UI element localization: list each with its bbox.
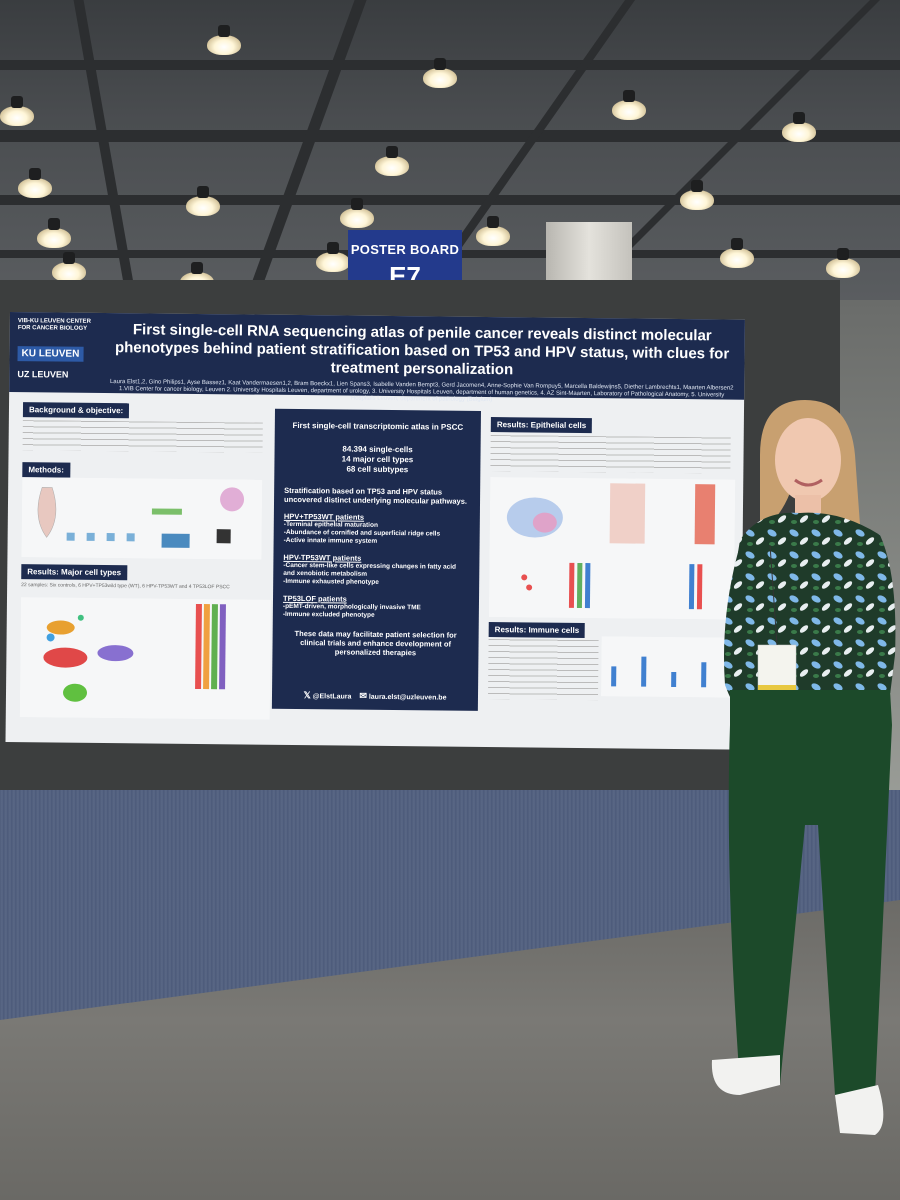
ceiling-lamp-icon bbox=[782, 112, 816, 142]
background-text bbox=[22, 420, 263, 453]
ceiling-beam bbox=[0, 195, 900, 205]
contact-line: 𝕏 @ElstLaura ✉ laura.elst@uzleuven.be bbox=[272, 690, 478, 703]
umap-figure bbox=[19, 597, 272, 720]
presenter bbox=[711, 400, 896, 1135]
ceiling-lamp-icon bbox=[207, 25, 241, 55]
section-major-cell-types: Results: Major cell types bbox=[21, 564, 128, 581]
methods-figure bbox=[21, 477, 263, 560]
ceiling-lamp-icon bbox=[680, 180, 714, 210]
poster-footer bbox=[6, 732, 741, 740]
epithelial-text bbox=[490, 435, 731, 474]
immune-text bbox=[487, 639, 599, 701]
key-findings-panel: First single-cell transcriptomic atlas i… bbox=[271, 408, 481, 711]
stratification-text: Stratification based on TP53 and HPV sta… bbox=[284, 485, 468, 506]
ceiling-lamp-icon bbox=[476, 216, 510, 246]
conclusion-text: These data may facilitate patient select… bbox=[294, 628, 457, 658]
ceiling-lamp-icon bbox=[612, 90, 646, 120]
ceiling-lamp-icon bbox=[375, 146, 409, 176]
ceiling-beam bbox=[0, 130, 900, 142]
ceiling-lamp-icon bbox=[720, 238, 754, 268]
group-item: -Immune excluded phenotype bbox=[282, 610, 375, 619]
section-epithelial: Results: Epithelial cells bbox=[490, 417, 593, 434]
group-item: -Immune exhausted phenotype bbox=[283, 577, 379, 586]
ceiling-lamp-icon bbox=[18, 168, 52, 198]
mail-icon: ✉ bbox=[359, 690, 367, 701]
ceiling-lamp-icon bbox=[0, 96, 34, 126]
section-methods: Methods: bbox=[22, 462, 70, 478]
twitter-handle: @ElstLaura bbox=[312, 693, 352, 701]
ceiling-lamp-icon bbox=[52, 252, 86, 282]
email-address: laura.elst@uzleuven.be bbox=[368, 693, 447, 702]
poster: VIB-KU LEUVEN CENTER FOR CANCER BIOLOGY … bbox=[5, 312, 745, 750]
poster-title: First single-cell RNA sequencing atlas o… bbox=[114, 321, 730, 379]
ceiling-lamp-icon bbox=[316, 242, 350, 272]
major-cell-types-text: 22 samples: Six controls, 6 HPV+TP53wild… bbox=[21, 582, 230, 591]
ceiling-lamp-icon bbox=[423, 58, 457, 88]
group-item: -Active innate immune system bbox=[283, 536, 378, 545]
ceiling-lamp-icon bbox=[826, 248, 860, 278]
vib-logo: VIB-KU LEUVEN CENTER FOR CANCER BIOLOGY bbox=[17, 318, 91, 332]
uz-leuven-logo: UZ LEUVEN bbox=[17, 369, 69, 380]
key-number: 68 cell subtypes bbox=[346, 464, 409, 475]
section-background: Background & objective: bbox=[22, 402, 130, 419]
key-findings-title: First single-cell transcriptomic atlas i… bbox=[292, 420, 464, 432]
ceiling-beam bbox=[0, 60, 900, 70]
ceiling-lamp-icon bbox=[186, 186, 220, 216]
ceiling-lamp-icon bbox=[37, 218, 71, 248]
epithelial-figure bbox=[488, 477, 736, 620]
poster-logos: VIB-KU LEUVEN CENTER FOR CANCER BIOLOGY … bbox=[9, 312, 100, 393]
immune-figure bbox=[601, 636, 732, 698]
x-logo-icon: 𝕏 bbox=[303, 690, 311, 701]
sign-label: POSTER BOARD bbox=[350, 242, 460, 257]
ceiling-lamp-icon bbox=[340, 198, 374, 228]
ku-leuven-logo: KU LEUVEN bbox=[17, 346, 84, 362]
section-immune: Results: Immune cells bbox=[488, 622, 586, 639]
